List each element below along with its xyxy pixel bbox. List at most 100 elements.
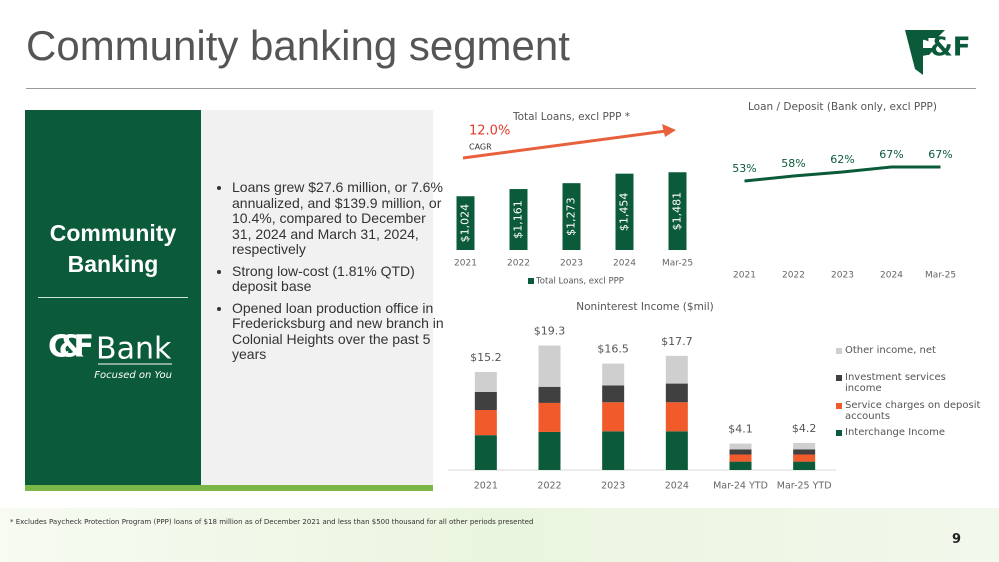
- point-value-label: 67%: [879, 148, 903, 161]
- bar-segment: [602, 402, 625, 432]
- bullet: Loans grew $27.6 million, or 7.6% annual…: [232, 179, 448, 258]
- total-label: $4.1: [728, 423, 753, 436]
- footnote: * Excludes Paycheck Protection Program (…: [10, 518, 534, 526]
- point-value-label: 67%: [928, 148, 952, 161]
- total-label: $4.2: [792, 422, 817, 435]
- title-rule: [26, 88, 976, 89]
- bar-segment: [602, 431, 625, 470]
- legend-swatch: [836, 403, 842, 409]
- bar-value-label: $1,273: [565, 197, 578, 236]
- x-tick-label: 2023: [831, 271, 854, 281]
- legend-swatch: [836, 375, 842, 381]
- bar-segment: [538, 386, 561, 403]
- bar: [615, 173, 634, 250]
- bar-segment: [474, 371, 497, 392]
- sidebar-logo-mark: C&F: [48, 330, 94, 365]
- x-tick-label: Mar-25 YTD: [777, 481, 832, 492]
- bar-segment: [538, 431, 561, 470]
- legend-swatch: [836, 430, 842, 436]
- bullet-list: Loans grew $27.6 million, or 7.6% annual…: [212, 179, 448, 369]
- bar: [456, 196, 475, 250]
- legend-label: Other income, net: [845, 345, 936, 356]
- legend-label: Investment services income: [845, 372, 946, 394]
- bar-segment: [665, 431, 688, 470]
- bar-segment: [729, 443, 752, 450]
- point-value-label: 58%: [781, 157, 805, 170]
- accent-bar: [25, 485, 433, 491]
- x-tick-label: 2021: [474, 481, 498, 492]
- bullet: Strong low-cost (1.81% QTD) deposit base: [232, 263, 448, 295]
- bar: [509, 189, 528, 250]
- cagr-arrow: [462, 129, 667, 160]
- total-label: $16.5: [597, 343, 629, 356]
- x-tick-label: 2024: [880, 271, 903, 281]
- point-value-label: 53%: [732, 162, 756, 175]
- sidebar-logo-tagline: Focused on You: [94, 370, 172, 381]
- x-tick-label: 2023: [560, 259, 583, 269]
- bar-segment: [474, 410, 497, 436]
- bar-segment: [602, 385, 625, 403]
- x-tick-label: 2022: [537, 481, 561, 492]
- page-number: 9: [952, 532, 962, 547]
- sidebar: [25, 110, 201, 487]
- legend-label: Interchange Income: [845, 427, 946, 438]
- x-tick-label: 2023: [601, 481, 625, 492]
- bar: [562, 183, 581, 250]
- logo: C&F: [911, 33, 971, 63]
- bar-segment: [793, 454, 816, 462]
- x-tick-label: Mar-25: [925, 271, 956, 281]
- legend-label: Total Loans, excl PPP: [535, 277, 624, 287]
- bar-segment: [729, 454, 752, 462]
- bar-segment: [729, 449, 752, 455]
- sidebar-logo-word: Bank: [96, 332, 172, 367]
- slide-title: Community banking segment: [26, 22, 570, 69]
- x-tick-label: Mar-24 YTD: [713, 481, 768, 492]
- chart-title: Loan / Deposit (Bank only, excl PPP): [748, 101, 937, 113]
- legend-swatch: [836, 348, 842, 354]
- x-tick-label: 2024: [613, 259, 636, 269]
- x-tick-label: 2022: [782, 271, 805, 281]
- bar-value-label: $1,024: [459, 204, 472, 243]
- bar: [668, 172, 687, 250]
- bar-segment: [474, 391, 497, 411]
- bar-segment: [793, 442, 816, 450]
- annotation: CAGR: [469, 143, 492, 152]
- x-tick-label: 2024: [665, 481, 689, 492]
- bar-value-label: $1,481: [671, 192, 684, 231]
- bullet-panel: [201, 110, 433, 487]
- total-label: $19.3: [534, 325, 566, 338]
- bar-segment: [474, 435, 497, 470]
- chart-title: Noninterest Income ($mil): [576, 301, 713, 313]
- bar-segment: [538, 345, 561, 387]
- x-tick-label: 2021: [733, 271, 756, 281]
- line: [744, 165, 941, 183]
- legend-label: Service charges on deposit accounts: [845, 400, 981, 422]
- bar-segment: [793, 449, 816, 455]
- legend-swatch: [528, 278, 534, 284]
- point-value-label: 62%: [830, 153, 854, 166]
- sidebar-heading: Community Banking: [49, 220, 177, 277]
- x-tick-label: 2022: [507, 259, 530, 269]
- bar-segment: [793, 461, 816, 470]
- bar-segment: [665, 383, 688, 403]
- bar-segment: [665, 402, 688, 432]
- bar-segment: [538, 402, 561, 432]
- chart-title: Total Loans, excl PPP *: [512, 111, 630, 123]
- bullet: Opened loan production office in Frederi…: [232, 300, 448, 363]
- bar-segment: [602, 363, 625, 386]
- bar-value-label: $1,454: [618, 193, 631, 232]
- logo-shape: [905, 30, 945, 75]
- x-tick-label: 2021: [454, 259, 477, 269]
- total-label: $15.2: [470, 351, 502, 364]
- cagr-arrowhead: [662, 124, 676, 137]
- total-label: $17.7: [661, 335, 693, 348]
- bottom-band: [0, 508, 999, 562]
- sidebar-rule: [38, 297, 188, 298]
- bar-segment: [665, 355, 688, 384]
- annotation: 12.0%: [469, 124, 510, 139]
- bar-value-label: $1,161: [512, 200, 525, 239]
- x-tick-label: Mar-25: [662, 259, 693, 269]
- bar-segment: [729, 461, 752, 470]
